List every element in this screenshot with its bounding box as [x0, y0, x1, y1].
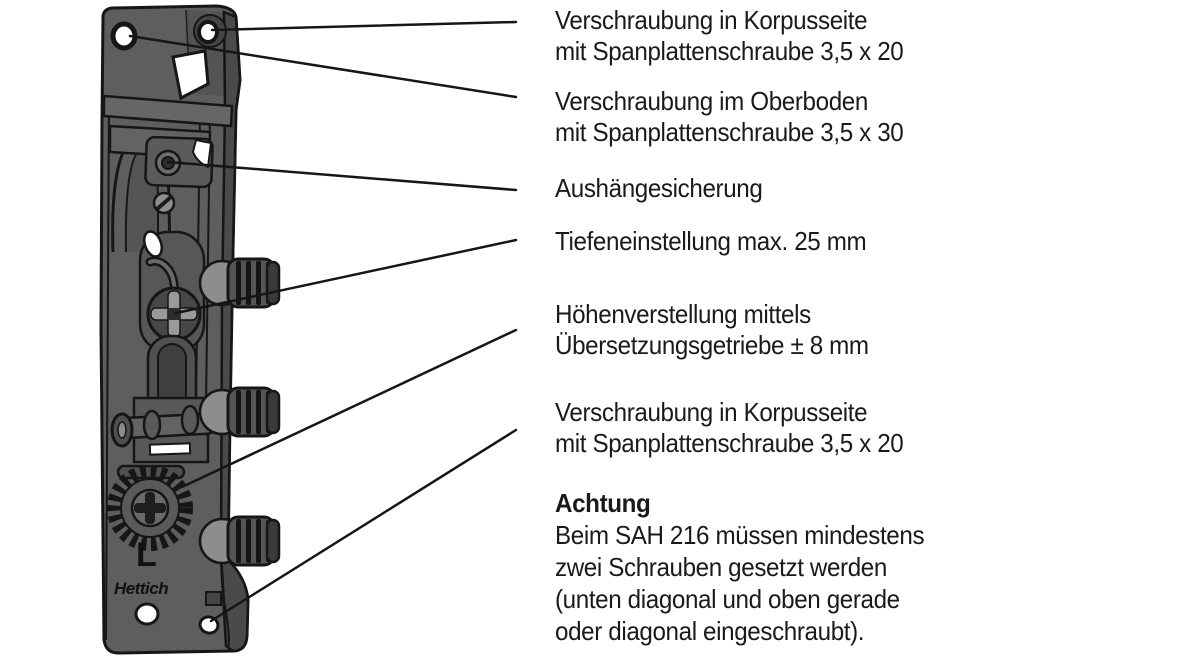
note-line: Beim SAH 216 müssen mindestens: [555, 520, 925, 550]
peg-lower: [198, 515, 281, 567]
depth-screw-center: [168, 308, 180, 320]
note-title: Achtung: [555, 488, 651, 518]
label-line: Verschraubung im Oberboden: [555, 86, 868, 116]
label-screw-top-shelf: Verschraubung im Oberboden mit Spanplatt…: [555, 86, 904, 148]
clamp-gap: [191, 138, 213, 169]
axle-left-screw: [117, 421, 127, 439]
label-line: Höhenverstellung mittels: [555, 299, 811, 329]
gear-cross-v: [145, 492, 155, 524]
gear-teeth: [107, 465, 193, 551]
label-depth-adjustment: Tiefeneinstellung max. 25 mm: [555, 226, 867, 257]
foot-fold-line: [221, 564, 230, 649]
label-line: Tiefeneinstellung max. 25 mm: [555, 226, 867, 256]
yoke-slit: [148, 442, 192, 456]
label-height-adjustment: Höhenverstellung mittels Übersetzungsget…: [555, 299, 869, 361]
label-line: Übersetzungsgetriebe ± 8 mm: [555, 330, 869, 360]
leader-depth-adjustment: [174, 238, 518, 315]
leader-height-adjustment: [180, 328, 518, 489]
left-edge-line: [105, 99, 110, 641]
head-cutout: [171, 49, 210, 101]
leader-screw-top-corpus-side: [210, 20, 518, 32]
note-block: Achtung Beim SAH 216 müssen mindestens z…: [555, 487, 925, 647]
slotted-screw-slot: [155, 195, 173, 211]
top-right-screw-hole: [197, 20, 219, 44]
label-screw-top-corpus-side: Verschraubung in Korpusseite mit Spanpla…: [555, 5, 904, 67]
bottom-notch: [205, 591, 222, 606]
note-line: oder diagonal eingeschraubt).: [555, 616, 865, 646]
head-bottom-edge: [102, 94, 234, 128]
label-line: mit Spanplattenschraube 3,5 x 20: [555, 428, 904, 458]
label-line: mit Spanplattenschraube 3,5 x 20: [555, 36, 904, 66]
label-line: Verschraubung in Korpusseite: [555, 397, 868, 427]
slide-lever: [148, 259, 178, 302]
leader-screw-top-shelf: [128, 34, 518, 99]
peg-middle: [198, 386, 281, 438]
note-line: zwei Schrauben gesetzt werden: [555, 552, 887, 582]
bottom-left-hole: [134, 602, 160, 626]
brand-marking: Hettich: [114, 579, 168, 598]
leader-unhook-protection: [166, 160, 518, 192]
label-line: mit Spanplattenschraube 3,5 x 30: [555, 117, 904, 147]
axle-mid-disc: [142, 409, 162, 441]
label-line: Verschraubung in Korpusseite: [555, 5, 868, 35]
label-screw-bottom-corpus-side: Verschraubung in Korpusseite mit Spanpla…: [555, 397, 904, 459]
bracket-side-face: [219, 10, 250, 653]
label-unhook-protection: Aushängesicherung: [555, 173, 763, 204]
note-line: (unten diagonal und oben gerade: [555, 584, 900, 614]
label-line: Aushängesicherung: [555, 173, 763, 203]
size-marking: L: [136, 536, 157, 574]
leader-screw-bottom-corpus-side: [209, 428, 518, 623]
axle-right-disc: [180, 404, 200, 436]
bottom-right-screw-hole: [198, 615, 220, 635]
slide-hole: [143, 230, 163, 258]
